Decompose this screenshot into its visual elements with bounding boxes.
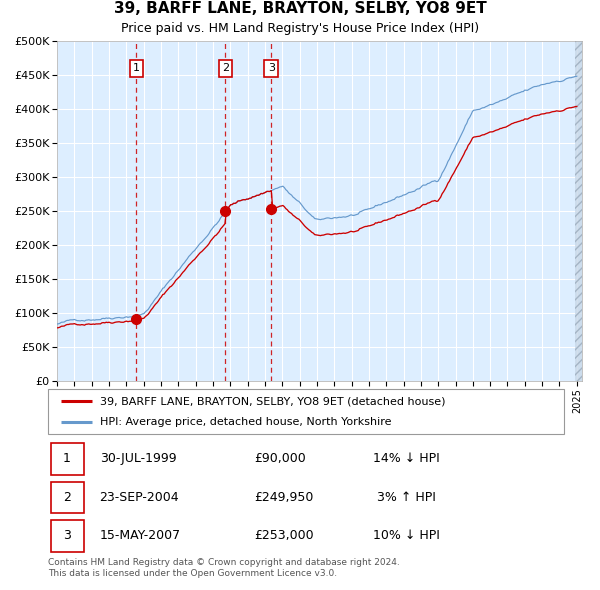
Text: 2: 2 bbox=[222, 64, 229, 73]
Text: 2: 2 bbox=[63, 490, 71, 504]
Text: This data is licensed under the Open Government Licence v3.0.: This data is licensed under the Open Gov… bbox=[48, 569, 337, 578]
FancyBboxPatch shape bbox=[50, 481, 84, 513]
FancyBboxPatch shape bbox=[50, 520, 84, 552]
Text: 14% ↓ HPI: 14% ↓ HPI bbox=[373, 452, 440, 466]
Text: 10% ↓ HPI: 10% ↓ HPI bbox=[373, 529, 440, 542]
Text: 1: 1 bbox=[63, 452, 71, 466]
Text: £249,950: £249,950 bbox=[254, 490, 314, 504]
Text: 30-JUL-1999: 30-JUL-1999 bbox=[100, 452, 176, 466]
Text: 3: 3 bbox=[268, 64, 275, 73]
Text: Price paid vs. HM Land Registry's House Price Index (HPI): Price paid vs. HM Land Registry's House … bbox=[121, 22, 479, 35]
Text: 3% ↑ HPI: 3% ↑ HPI bbox=[373, 490, 436, 504]
FancyBboxPatch shape bbox=[50, 444, 84, 475]
Text: 15-MAY-2007: 15-MAY-2007 bbox=[100, 529, 181, 542]
Text: £90,000: £90,000 bbox=[254, 452, 306, 466]
Text: 1: 1 bbox=[133, 64, 140, 73]
Text: 39, BARFF LANE, BRAYTON, SELBY, YO8 9ET (detached house): 39, BARFF LANE, BRAYTON, SELBY, YO8 9ET … bbox=[100, 396, 445, 407]
FancyBboxPatch shape bbox=[48, 389, 564, 434]
Text: 23-SEP-2004: 23-SEP-2004 bbox=[100, 490, 179, 504]
Text: 3: 3 bbox=[63, 529, 71, 542]
Text: HPI: Average price, detached house, North Yorkshire: HPI: Average price, detached house, Nort… bbox=[100, 417, 391, 427]
Text: Contains HM Land Registry data © Crown copyright and database right 2024.: Contains HM Land Registry data © Crown c… bbox=[48, 558, 400, 566]
Text: 39, BARFF LANE, BRAYTON, SELBY, YO8 9ET: 39, BARFF LANE, BRAYTON, SELBY, YO8 9ET bbox=[113, 1, 487, 16]
Text: £253,000: £253,000 bbox=[254, 529, 314, 542]
